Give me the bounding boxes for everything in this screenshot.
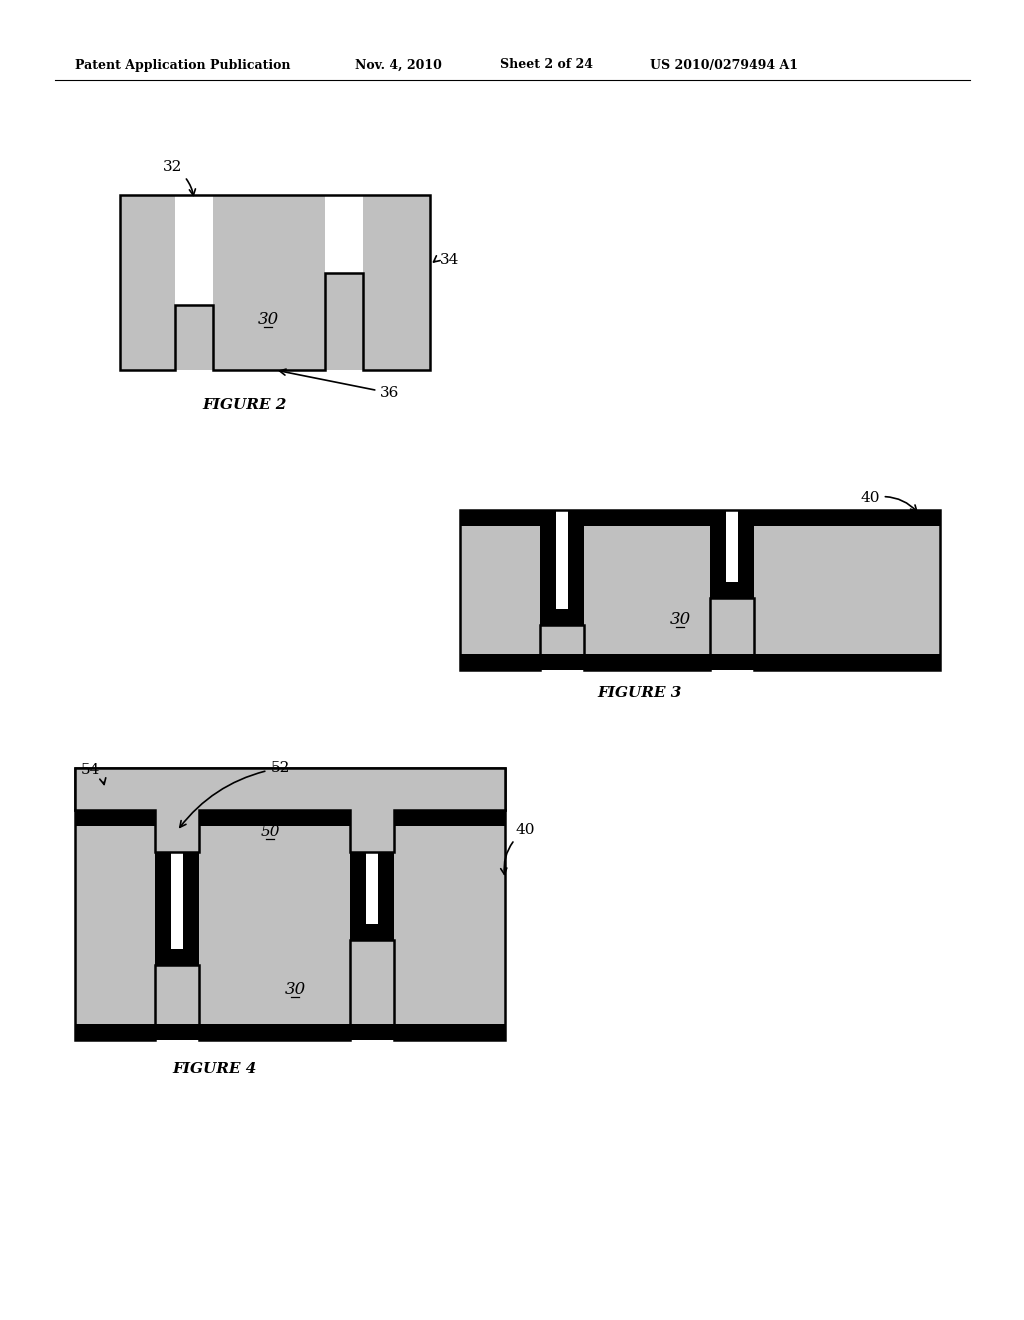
Text: FIGURE 4: FIGURE 4 <box>173 1063 257 1076</box>
Text: 30: 30 <box>670 611 690 628</box>
Bar <box>540 510 556 624</box>
Text: 40: 40 <box>860 491 916 512</box>
Bar <box>378 810 394 940</box>
Bar <box>726 510 738 582</box>
Text: 36: 36 <box>280 370 399 400</box>
Text: Patent Application Publication: Patent Application Publication <box>75 58 291 71</box>
Bar <box>460 510 540 525</box>
Text: US 2010/0279494 A1: US 2010/0279494 A1 <box>650 58 798 71</box>
Text: 40: 40 <box>501 822 535 874</box>
Bar <box>738 510 754 598</box>
Text: 32: 32 <box>163 160 196 195</box>
Bar <box>540 609 584 624</box>
Bar <box>171 810 183 851</box>
Bar <box>710 510 726 598</box>
Bar <box>350 924 394 940</box>
Text: FIGURE 3: FIGURE 3 <box>598 686 682 700</box>
Bar <box>75 810 505 1040</box>
Bar <box>199 810 350 826</box>
Bar <box>710 582 754 598</box>
Bar <box>120 195 430 370</box>
Text: Nov. 4, 2010: Nov. 4, 2010 <box>355 58 442 71</box>
Bar <box>75 1024 505 1040</box>
Text: 50: 50 <box>260 825 280 840</box>
Bar <box>75 810 155 826</box>
Bar <box>460 510 940 671</box>
Text: 34: 34 <box>433 253 460 267</box>
Polygon shape <box>75 768 505 851</box>
Bar <box>175 195 213 305</box>
Bar <box>460 653 940 671</box>
Text: 30: 30 <box>285 982 305 998</box>
Bar <box>556 510 568 609</box>
Bar <box>183 810 199 965</box>
Bar <box>171 810 183 949</box>
Bar <box>568 510 584 624</box>
Bar <box>366 810 378 851</box>
Bar <box>325 195 362 273</box>
Text: FIGURE 2: FIGURE 2 <box>203 399 287 412</box>
Bar <box>394 810 505 826</box>
Bar <box>350 810 366 940</box>
Bar <box>754 510 940 525</box>
Bar <box>366 810 378 924</box>
Text: 54: 54 <box>80 763 105 784</box>
Bar <box>584 510 710 525</box>
Bar <box>155 949 199 965</box>
Text: 52: 52 <box>180 762 290 828</box>
Text: 30: 30 <box>257 312 279 329</box>
Bar <box>155 810 171 965</box>
Bar <box>75 768 505 810</box>
Text: Sheet 2 of 24: Sheet 2 of 24 <box>500 58 593 71</box>
